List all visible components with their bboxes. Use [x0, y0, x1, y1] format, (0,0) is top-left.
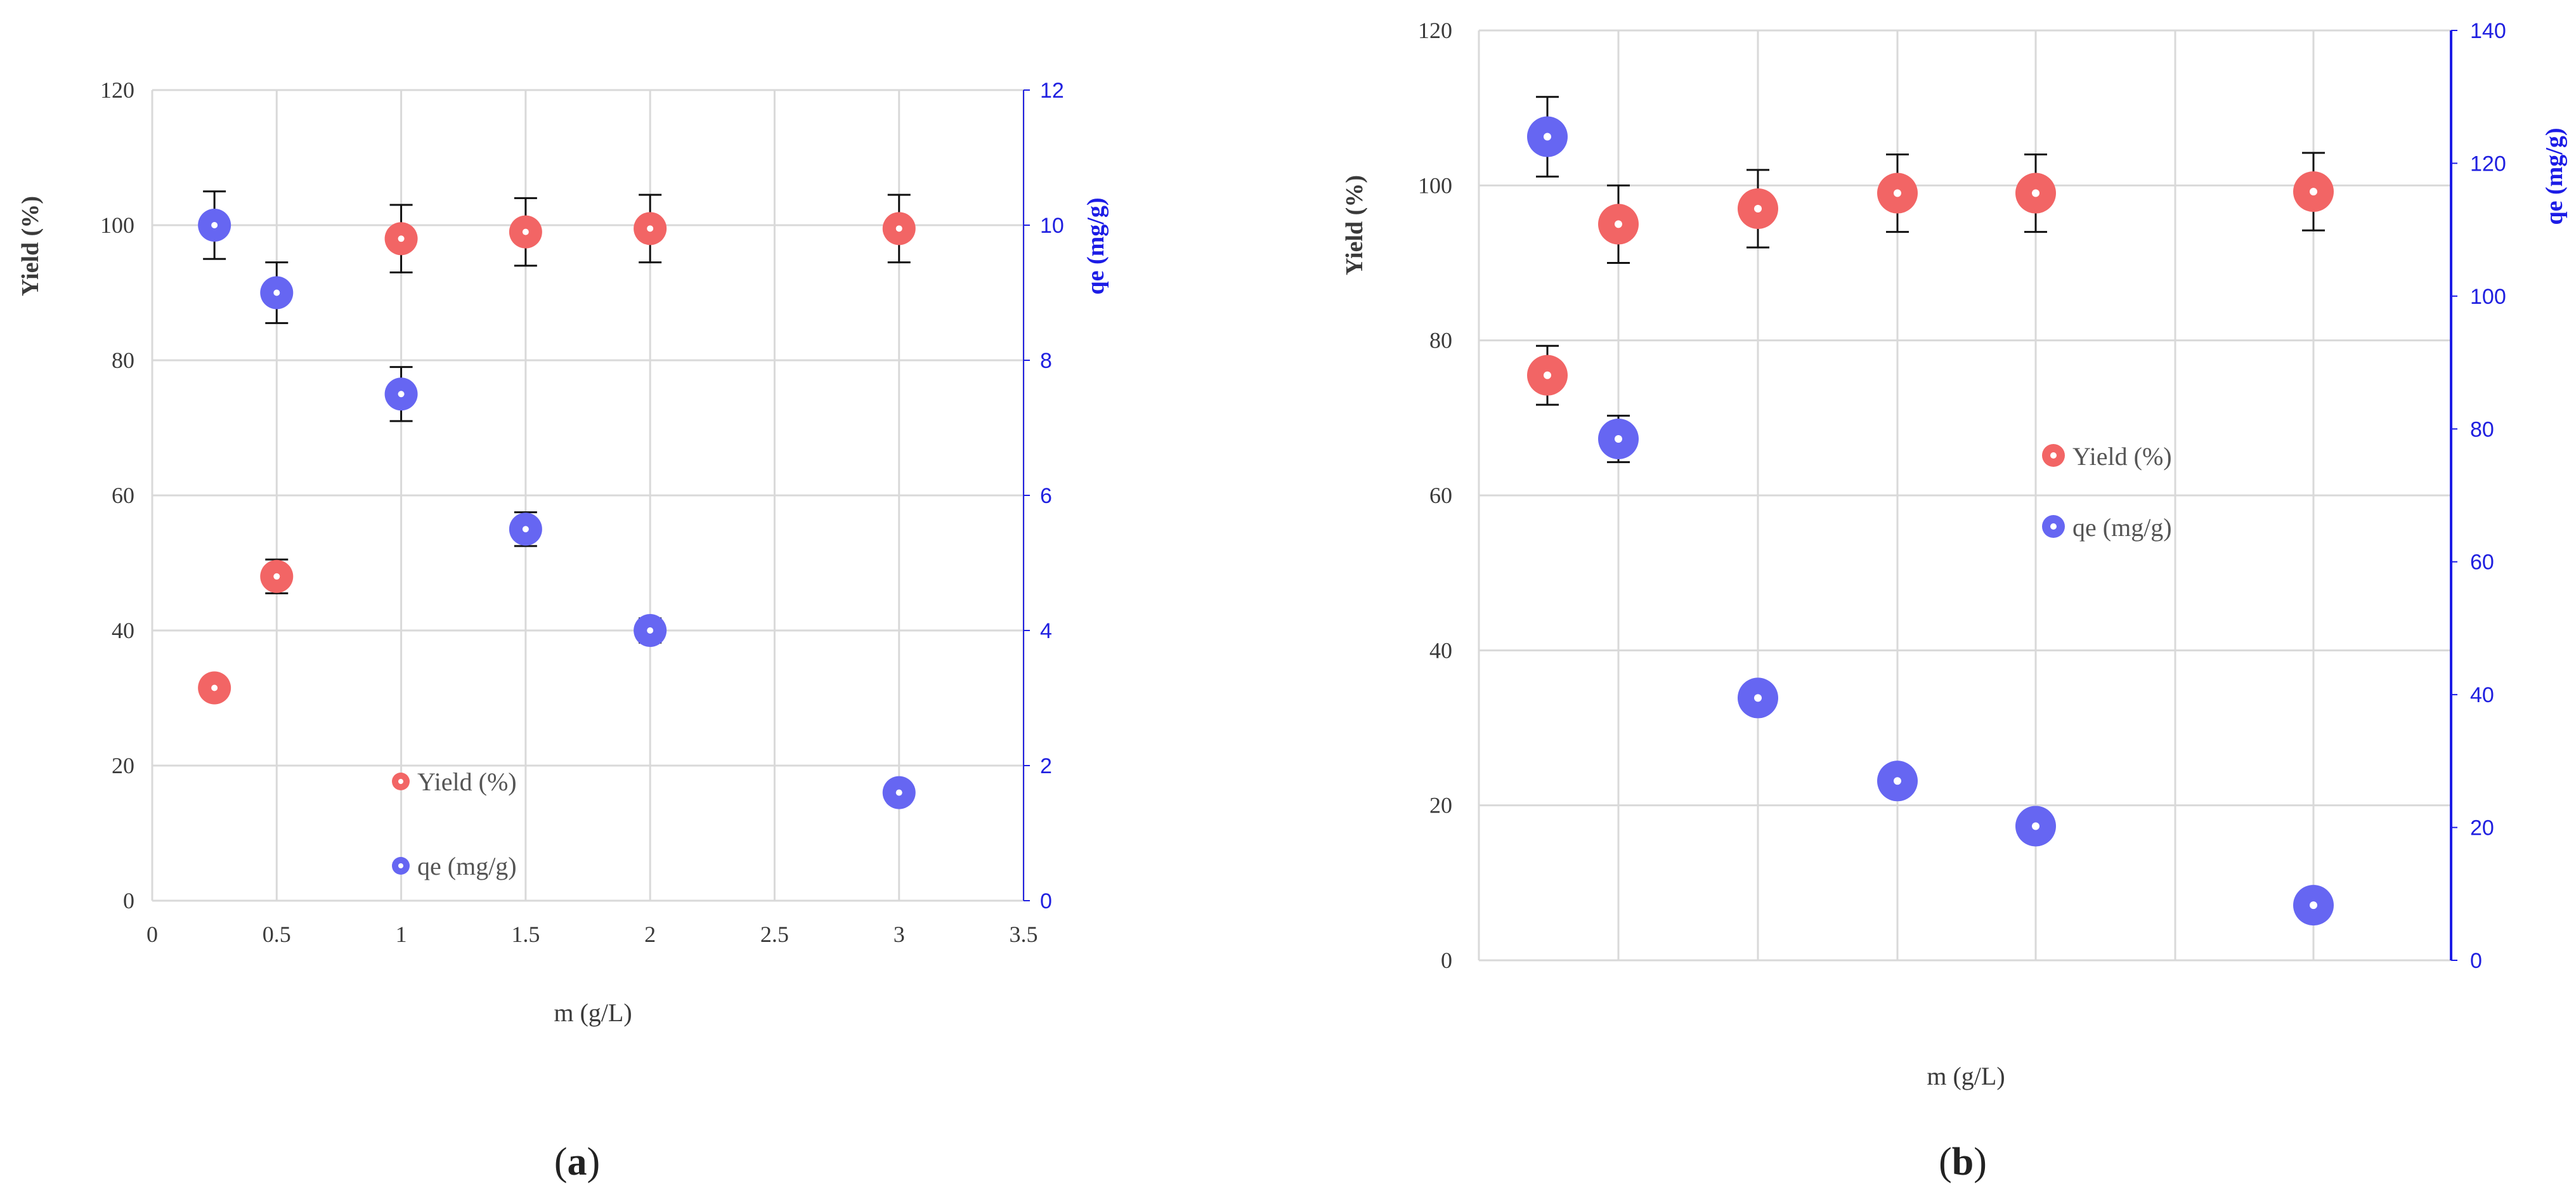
panel-b-yield-point-center — [2310, 188, 2317, 196]
panel-b-label-letter: b — [1952, 1140, 1974, 1184]
panel-a-y2-tick-label: 6 — [1040, 484, 1052, 508]
panel-a-qe-point-center — [273, 289, 280, 296]
panel-a-y2-tick-label: 4 — [1040, 619, 1052, 643]
panel-a-x-tick-label: 1 — [396, 922, 407, 947]
panel-a-y-tick-label: 80 — [112, 348, 134, 373]
panel-a-y-tick-label: 100 — [100, 212, 134, 238]
panel-a-yield-point-center — [647, 225, 654, 232]
panel-b-y2-tick-label: 100 — [2470, 285, 2506, 309]
panel-b-y-tick-labels: 0 20 40 60 80 100 120 — [1418, 18, 1452, 973]
panel-a-y-tick-label: 60 — [112, 483, 134, 508]
panel-b-y2-tick-label: 0 — [2470, 949, 2482, 973]
panel-b-y2-tick-label: 80 — [2470, 417, 2494, 441]
panel-b-legend: Yield (%) qe (mg/g) — [2042, 442, 2172, 542]
panel-b-yield-point-center — [1894, 189, 1901, 197]
panel-b-error-bars — [1536, 96, 2325, 706]
panel-a-qe-point-center — [211, 222, 218, 228]
panel-a-x-tick-label: 3 — [894, 922, 905, 947]
panel-b-y2-axis-title: qe (mg/g) — [2541, 127, 2568, 225]
panel-a-points — [198, 209, 916, 809]
panel-a-y-axis-title: Yield (%) — [17, 196, 44, 296]
panel-a-x-tick-label: 2.5 — [760, 922, 789, 947]
panel-a-label: (a) — [554, 1140, 600, 1184]
panel-a-yield-point-center — [273, 573, 280, 580]
panel-a-yield-point-center — [398, 235, 405, 242]
panel-b-chart: 0 20 40 60 80 100 120 0 20 40 60 80 100 120 140 Yield… — [1341, 18, 2568, 1184]
panel-a-error-bars — [203, 190, 911, 699]
panel-a-y-tick-label: 120 — [100, 77, 134, 103]
panel-a-y2-axis-title: qe (mg/g) — [1083, 197, 1109, 294]
panel-b-label: (b) — [1939, 1140, 1987, 1184]
panel-a-legend-qe-marker-dot — [398, 863, 403, 868]
panel-b-y-tick-label: 80 — [1429, 328, 1452, 353]
panel-a-y-tick-label: 20 — [112, 753, 134, 778]
panel-b-y-axis-title: Yield (%) — [1341, 175, 1368, 275]
panel-b-y2-tick-label: 20 — [2470, 816, 2494, 840]
panel-a-yield-point-center — [895, 225, 902, 232]
panel-b-legend-yield-label: Yield (%) — [2072, 442, 2172, 471]
panel-b-y2-tick-label: 140 — [2470, 19, 2506, 43]
panel-a-yield-point-center — [522, 228, 529, 235]
panel-b-gridlines — [1479, 29, 2451, 962]
panel-b-legend-yield-marker-dot — [2050, 452, 2057, 459]
panel-a-x-tick-label: 2 — [644, 922, 656, 947]
panel-a-y-tick-label: 40 — [112, 618, 134, 643]
panel-b-y-tick-label: 0 — [1441, 948, 1452, 973]
panel-a-axes — [151, 89, 1030, 902]
panel-b-legend-qe-marker-dot — [2050, 523, 2057, 530]
panel-b-axes — [1478, 30, 2457, 962]
panel-a-x-tick-label: 0 — [146, 922, 158, 947]
panel-a-y2-tick-labels: 0 2 4 6 8 10 12 — [1040, 79, 1064, 913]
panel-b-qe-point-center — [1615, 434, 1622, 443]
panel-b-yield-point-center — [1754, 204, 1762, 212]
panel-a-legend-qe-label: qe (mg/g) — [417, 852, 517, 880]
panel-b-qe-point-center — [1754, 694, 1762, 702]
panel-a-chart: 0 20 40 60 80 100 120 0 2 4 6 8 10 12 0 0.5 1 1.5 2 2.5 3 3… — [17, 77, 1109, 1184]
panel-a-y2-tick-label: 0 — [1040, 889, 1052, 913]
panel-b-y2-tick-label: 60 — [2470, 551, 2494, 575]
panel-a-x-tick-labels: 0 0.5 1 1.5 2 2.5 3 3.5 — [146, 922, 1038, 947]
panel-b-qe-point-center — [2310, 901, 2317, 910]
panel-b-yield-point-center — [1615, 220, 1622, 228]
panel-b-y2-tick-label: 120 — [2470, 152, 2506, 176]
panel-a-x-tick-label: 3.5 — [1010, 922, 1038, 947]
panel-a-legend-yield-label: Yield (%) — [417, 767, 517, 796]
panel-a-yield-point-center — [211, 684, 218, 691]
panel-b-y-tick-label: 40 — [1429, 637, 1452, 663]
panel-a-y-tick-labels: 0 20 40 60 80 100 120 — [100, 77, 134, 913]
panel-a-y-tick-label: 0 — [123, 888, 134, 913]
panel-a-qe-point-center — [522, 526, 529, 533]
panel-a-qe-point-center — [647, 627, 654, 634]
panel-a-qe-point-center — [895, 789, 902, 796]
panel-a-x-axis-title: m (g/L) — [554, 998, 632, 1027]
panel-b-y2-tick-label: 40 — [2470, 683, 2494, 707]
panel-b-x-axis-title: m (g/L) — [1927, 1062, 2005, 1090]
panel-b-yield-point-center — [2032, 189, 2039, 197]
panel-a-legend-yield-marker-dot — [398, 779, 403, 784]
panel-b-qe-point-center — [1544, 133, 1551, 141]
panel-a-y2-tick-label: 12 — [1040, 79, 1064, 103]
panel-b-legend-qe-label: qe (mg/g) — [2072, 513, 2172, 542]
panel-b-y2-tick-labels: 0 20 40 60 80 100 120 140 — [2470, 19, 2506, 973]
panel-a-label-letter: a — [568, 1140, 587, 1184]
panel-b-points — [1527, 116, 2334, 926]
panel-b-y-tick-label: 100 — [1418, 173, 1452, 198]
panel-b-y-tick-label: 60 — [1429, 483, 1452, 508]
panel-b-y-tick-label: 20 — [1429, 793, 1452, 818]
panel-b-y-tick-label: 120 — [1418, 18, 1452, 43]
panel-a-qe-point-center — [398, 391, 405, 398]
panel-a-y2-tick-label: 10 — [1040, 214, 1064, 238]
panel-a-y2-tick-label: 2 — [1040, 754, 1052, 778]
panel-b-qe-point-center — [2032, 822, 2039, 830]
panel-b-yield-point-center — [1544, 371, 1551, 379]
panel-a-x-tick-label: 0.5 — [263, 922, 291, 947]
panel-a-x-tick-label: 1.5 — [511, 922, 540, 947]
panel-a-y2-tick-label: 8 — [1040, 349, 1052, 373]
panel-b-qe-point-center — [1894, 777, 1901, 785]
panel-a-legend: Yield (%) qe (mg/g) — [392, 767, 517, 880]
